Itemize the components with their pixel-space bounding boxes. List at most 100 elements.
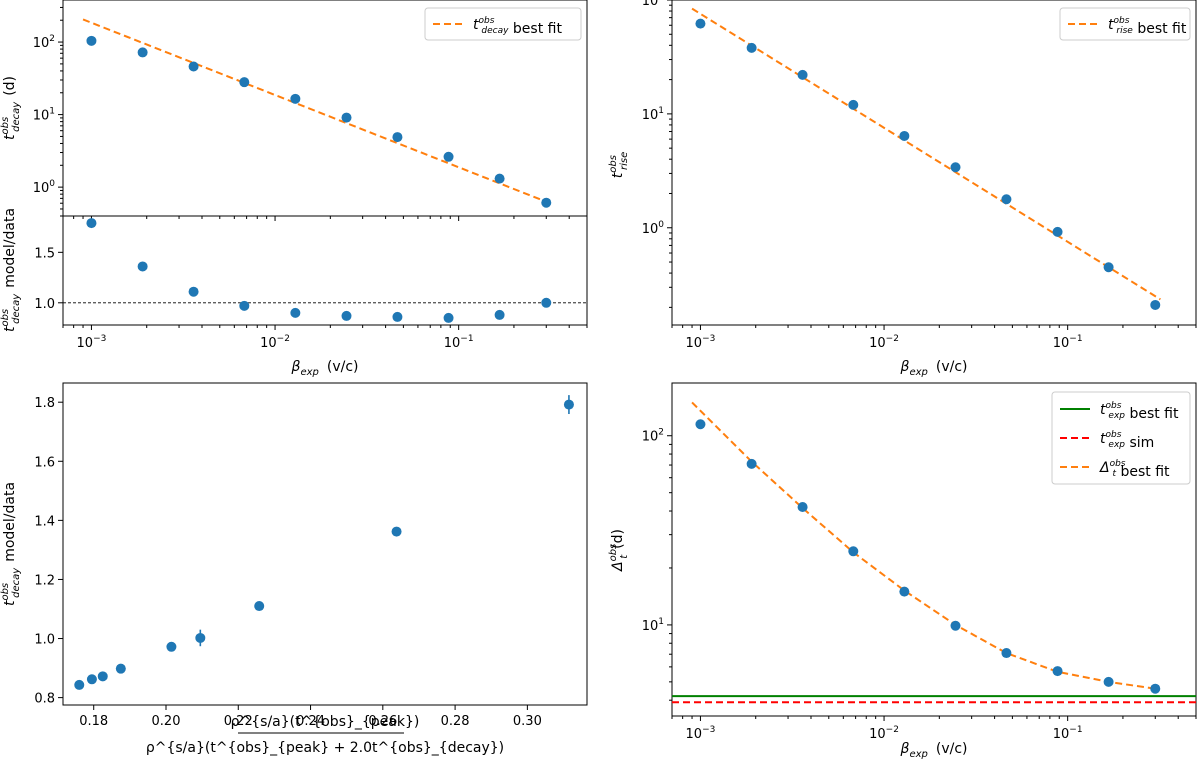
- x-tick-label: 10−3: [686, 334, 716, 351]
- data-point: [1052, 666, 1063, 677]
- data-point: [254, 601, 265, 612]
- data-point: [188, 286, 199, 297]
- legend-entry-exp-sim: tobs exp sim: [1100, 430, 1154, 451]
- y-tick-label: 1.4: [34, 514, 55, 529]
- data-point: [746, 42, 757, 53]
- y-axis-label: tobsdecaymodel/data: [0, 482, 22, 606]
- x-tick-label: 10−3: [686, 725, 716, 742]
- data-point: [563, 399, 574, 410]
- data-point: [1001, 648, 1012, 659]
- data-point: [74, 679, 85, 690]
- data-point: [443, 312, 454, 323]
- x-axis-label: βexp (v/c): [291, 359, 359, 378]
- data-point: [115, 663, 126, 674]
- x-tick-label: 10−3: [77, 334, 107, 351]
- legend: [424, 7, 582, 41]
- x-tick-label: 0.22: [224, 714, 253, 729]
- data-point: [97, 671, 108, 682]
- x-axis-label: βexp (v/c): [900, 741, 968, 760]
- x-tick-label: 10−2: [869, 725, 899, 742]
- x-tick-label: 0.28: [441, 714, 470, 729]
- data-point: [137, 47, 148, 58]
- y-tick-label: 102: [642, 0, 664, 9]
- data-point: [494, 173, 505, 184]
- data-point: [391, 526, 402, 537]
- data-point: [1001, 194, 1012, 205]
- plot-area: [62, 215, 588, 326]
- data-point: [341, 112, 352, 123]
- y-tick-label: 101: [642, 617, 664, 634]
- data-point: [137, 261, 148, 272]
- plot-area: [671, 0, 1197, 326]
- data-point: [950, 620, 961, 631]
- y-axis-label: Δobst(d): [608, 529, 630, 572]
- y-tick-label: 102: [642, 428, 664, 445]
- data-point: [188, 61, 199, 72]
- data-point: [86, 674, 97, 685]
- x-tick-label: 0.30: [513, 714, 542, 729]
- y-tick-label: 100: [642, 220, 665, 237]
- data-point: [899, 586, 910, 597]
- x-tick-label: 10−1: [1053, 334, 1083, 351]
- data-point: [1150, 299, 1161, 310]
- data-point: [1052, 226, 1063, 237]
- y-tick-label: 1.0: [34, 633, 55, 648]
- y-tick-label: 100: [33, 179, 56, 196]
- data-point: [848, 546, 859, 557]
- data-point: [695, 419, 706, 430]
- legend-entry-decay-fit: tobs decay best fit: [473, 16, 562, 37]
- x-axis-label: βexp (v/c): [900, 359, 968, 378]
- legend-entry-exp-fit: tobs exp best fit: [1100, 401, 1179, 422]
- data-point: [899, 130, 910, 141]
- data-point: [848, 99, 859, 110]
- x-axis-label-numerator: ρ^{s/a}(t^{obs}_{peak}): [231, 714, 420, 730]
- fit-line: [82, 18, 552, 205]
- data-point: [494, 309, 505, 320]
- data-point: [239, 300, 250, 311]
- y-axis-label: tobsrise: [608, 152, 630, 178]
- legend-entry-rise-fit: tobs rise best fit: [1108, 16, 1187, 37]
- data-point: [195, 632, 206, 643]
- x-tick-label: 10−1: [444, 334, 474, 351]
- y-tick-label: 101: [33, 107, 55, 124]
- y-tick-label: 102: [33, 34, 55, 51]
- data-point: [1103, 676, 1114, 687]
- data-point: [1150, 683, 1161, 694]
- data-point: [86, 35, 97, 46]
- y-tick-label: 1.0: [34, 297, 55, 312]
- x-tick-label: 10−2: [869, 334, 899, 351]
- data-point: [950, 162, 961, 173]
- legend: [1051, 391, 1191, 485]
- y-tick-label: 1.6: [34, 455, 55, 470]
- data-point: [166, 641, 177, 652]
- data-point: [290, 93, 301, 104]
- legend: [1059, 7, 1191, 41]
- data-point: [797, 69, 808, 80]
- data-point: [443, 151, 454, 162]
- data-point: [541, 297, 552, 308]
- x-tick-label: 0.24: [296, 714, 325, 729]
- x-tick-label: 0.18: [79, 714, 108, 729]
- data-point: [541, 197, 552, 208]
- y-tick-label: 1.5: [34, 246, 55, 261]
- y-tick-label: 0.8: [34, 692, 55, 707]
- data-point: [695, 18, 706, 29]
- y-axis-label: tobsdecay(d): [0, 76, 22, 140]
- y-tick-label: 1.2: [34, 573, 55, 588]
- data-point: [239, 77, 250, 88]
- data-point: [746, 458, 757, 469]
- legend-entry-delta-fit: Δobs t best fit: [1099, 459, 1170, 480]
- y-axis-label: tobsdecaymodel/data: [0, 208, 22, 332]
- data-point: [392, 311, 403, 322]
- data-point: [341, 310, 352, 321]
- x-tick-label: 10−2: [260, 334, 290, 351]
- x-tick-label: 10−1: [1053, 725, 1083, 742]
- data-point: [797, 502, 808, 513]
- x-axis-label-denominator: ρ^{s/a}(t^{obs}_{peak} + 2.0t^{obs}_{dec…: [146, 740, 504, 756]
- fit-line: [691, 7, 1161, 301]
- x-tick-label: 0.26: [368, 714, 397, 729]
- x-tick-label: 0.20: [152, 714, 181, 729]
- y-tick-label: 1.8: [34, 396, 55, 411]
- fit-curve: [691, 401, 1156, 690]
